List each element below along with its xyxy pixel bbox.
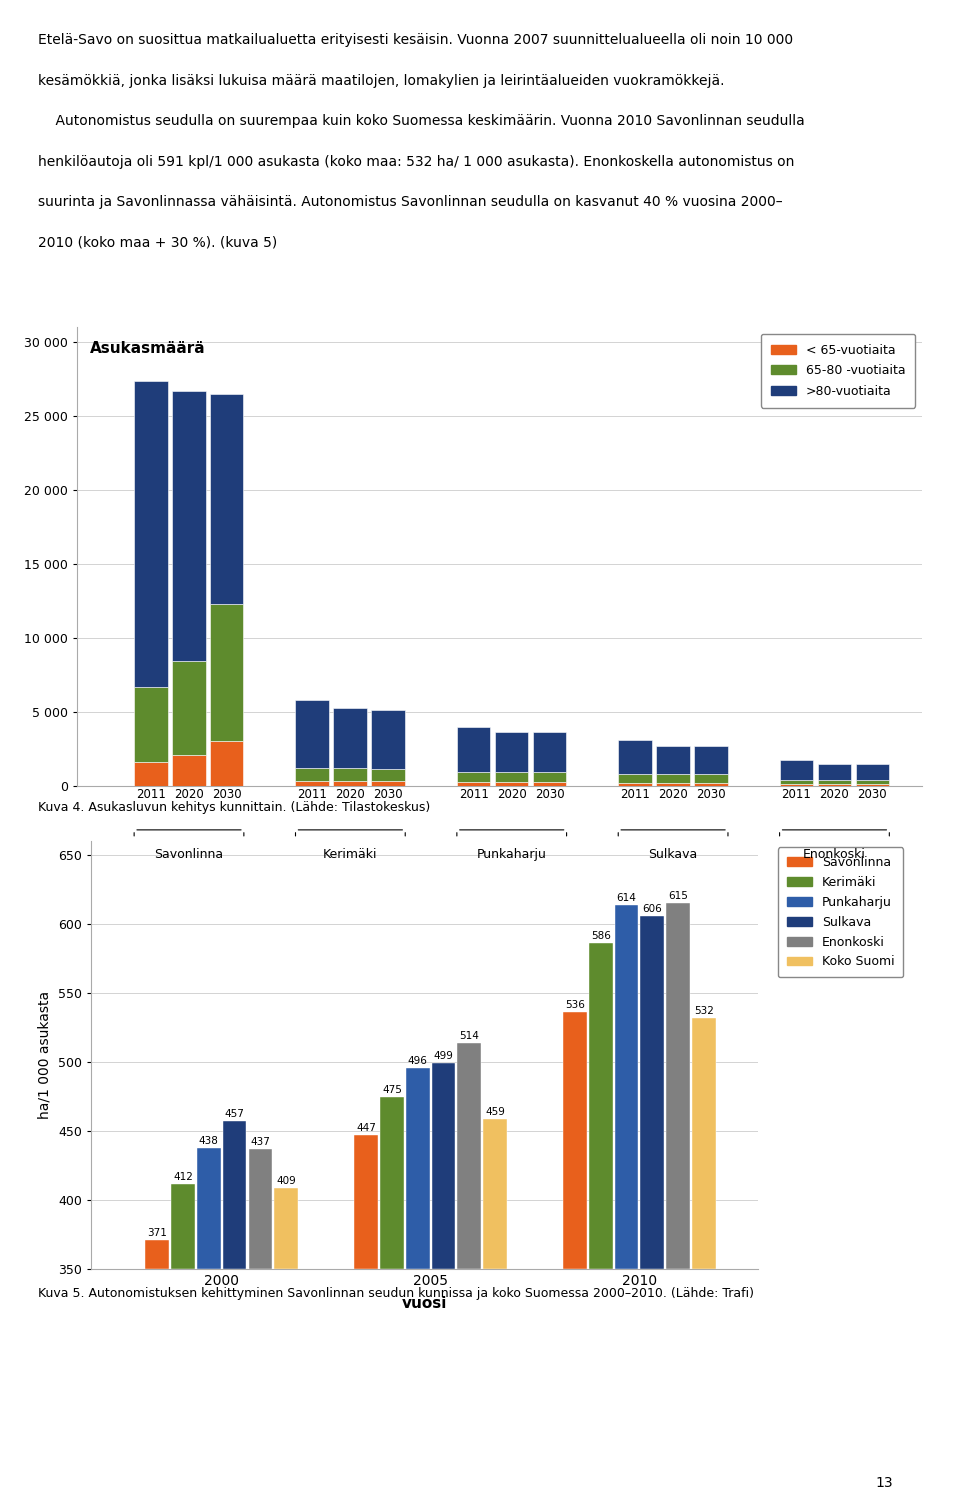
Bar: [432, 1063, 455, 1269]
Bar: [780, 780, 813, 784]
Bar: [457, 1042, 481, 1269]
Bar: [694, 783, 728, 786]
Text: 606: 606: [642, 904, 662, 913]
Text: henkilöautoja oli 591 kpl/1 000 asukasta (koko maa: 532 ha/ 1 000 asukasta). Eno: henkilöautoja oli 591 kpl/1 000 asukasta…: [38, 155, 795, 168]
Bar: [171, 1184, 195, 1269]
Text: 475: 475: [382, 1084, 402, 1095]
Bar: [588, 943, 612, 1269]
Bar: [197, 1148, 221, 1269]
Text: suurinta ja Savonlinnassa vähäisintä. Autonomistus Savonlinnan seudulla on kasva: suurinta ja Savonlinnassa vähäisintä. Au…: [38, 195, 783, 209]
Bar: [172, 391, 205, 661]
Bar: [618, 783, 652, 786]
Bar: [533, 772, 566, 783]
Text: 438: 438: [199, 1136, 219, 1146]
Bar: [457, 772, 491, 783]
Bar: [694, 746, 728, 775]
Bar: [210, 740, 244, 786]
Bar: [210, 394, 244, 604]
Bar: [494, 783, 528, 786]
Text: Kuva 5. Autonomistuksen kehittyminen Savonlinnan seudun kunnissa ja koko Suomess: Kuva 5. Autonomistuksen kehittyminen Sav…: [38, 1287, 755, 1301]
Text: 437: 437: [251, 1137, 271, 1148]
Bar: [855, 780, 889, 784]
Text: Kuva 4. Asukasluvun kehitys kunnittain. (Lähde: Tilastokeskus): Kuva 4. Asukasluvun kehitys kunnittain. …: [38, 801, 431, 814]
Text: 2010 (koko maa + 30 %). (kuva 5): 2010 (koko maa + 30 %). (kuva 5): [38, 236, 277, 249]
Bar: [618, 740, 652, 775]
Bar: [657, 746, 689, 775]
Bar: [494, 772, 528, 783]
Text: 514: 514: [459, 1030, 479, 1041]
Bar: [666, 903, 690, 1269]
Bar: [172, 754, 205, 786]
Bar: [657, 783, 689, 786]
Bar: [494, 731, 528, 772]
Bar: [533, 783, 566, 786]
Bar: [533, 731, 566, 772]
Text: 499: 499: [434, 1051, 453, 1062]
Bar: [614, 904, 638, 1269]
Bar: [640, 916, 664, 1269]
Bar: [694, 775, 728, 783]
Bar: [354, 1136, 378, 1269]
Bar: [780, 760, 813, 780]
Text: 614: 614: [616, 892, 636, 903]
Text: Autonomistus seudulla on suurempaa kuin koko Suomessa keskimäärin. Vuonna 2010 S: Autonomistus seudulla on suurempaa kuin …: [38, 114, 805, 128]
Bar: [692, 1018, 715, 1269]
Text: kesämökkiä, jonka lisäksi lukuisa määrä maatilojen, lomakylien ja leirintäalueid: kesämökkiä, jonka lisäksi lukuisa määrä …: [38, 74, 725, 87]
Text: Punkaharju: Punkaharju: [476, 847, 546, 861]
Legend: < 65-vuotiaita, 65-80 -vuotiaita, >80-vuotiaita: < 65-vuotiaita, 65-80 -vuotiaita, >80-vu…: [760, 333, 915, 407]
Bar: [372, 769, 405, 781]
Y-axis label: ha/1 000 asukasta: ha/1 000 asukasta: [37, 991, 51, 1119]
Bar: [818, 780, 851, 784]
X-axis label: vuosi: vuosi: [402, 1296, 447, 1311]
Bar: [457, 783, 491, 786]
Bar: [380, 1096, 404, 1269]
Text: 532: 532: [694, 1006, 713, 1015]
Text: 412: 412: [173, 1172, 193, 1182]
Bar: [146, 1241, 169, 1269]
Text: 496: 496: [408, 1056, 427, 1065]
Text: 586: 586: [590, 931, 611, 942]
Bar: [210, 604, 244, 740]
Bar: [296, 700, 329, 768]
Bar: [564, 1012, 587, 1269]
Text: Enonkoski: Enonkoski: [803, 847, 866, 861]
Legend: Savonlinna, Kerimäki, Punkaharju, Sulkava, Enonkoski, Koko Suomi: Savonlinna, Kerimäki, Punkaharju, Sulkav…: [778, 847, 903, 978]
Text: Sulkava: Sulkava: [648, 847, 698, 861]
Bar: [134, 380, 168, 686]
Text: 13: 13: [876, 1476, 893, 1490]
Text: 447: 447: [356, 1123, 376, 1133]
Bar: [457, 727, 491, 772]
Text: Asukasmäärä: Asukasmäärä: [89, 341, 205, 356]
Bar: [333, 707, 367, 769]
Text: 459: 459: [485, 1107, 505, 1116]
Bar: [333, 781, 367, 786]
Bar: [406, 1068, 429, 1269]
Bar: [855, 763, 889, 780]
Bar: [296, 781, 329, 786]
Text: Kerimäki: Kerimäki: [323, 847, 377, 861]
Bar: [134, 762, 168, 786]
Bar: [657, 775, 689, 783]
Bar: [618, 775, 652, 783]
Bar: [249, 1149, 273, 1269]
Bar: [172, 661, 205, 754]
Text: Savonlinna: Savonlinna: [155, 847, 224, 861]
Text: 457: 457: [225, 1110, 245, 1119]
Bar: [483, 1119, 507, 1269]
Text: 536: 536: [565, 1000, 585, 1011]
Bar: [333, 769, 367, 781]
Bar: [296, 768, 329, 781]
Text: 409: 409: [276, 1176, 296, 1185]
Bar: [818, 763, 851, 780]
Bar: [372, 781, 405, 786]
Bar: [275, 1188, 298, 1269]
Bar: [372, 710, 405, 769]
Text: 371: 371: [147, 1229, 167, 1238]
Text: Etelä-Savo on suosittua matkailualuetta erityisesti kesäisin. Vuonna 2007 suunni: Etelä-Savo on suosittua matkailualuetta …: [38, 33, 794, 47]
Bar: [223, 1122, 247, 1269]
Text: 615: 615: [668, 891, 688, 901]
Bar: [134, 686, 168, 762]
